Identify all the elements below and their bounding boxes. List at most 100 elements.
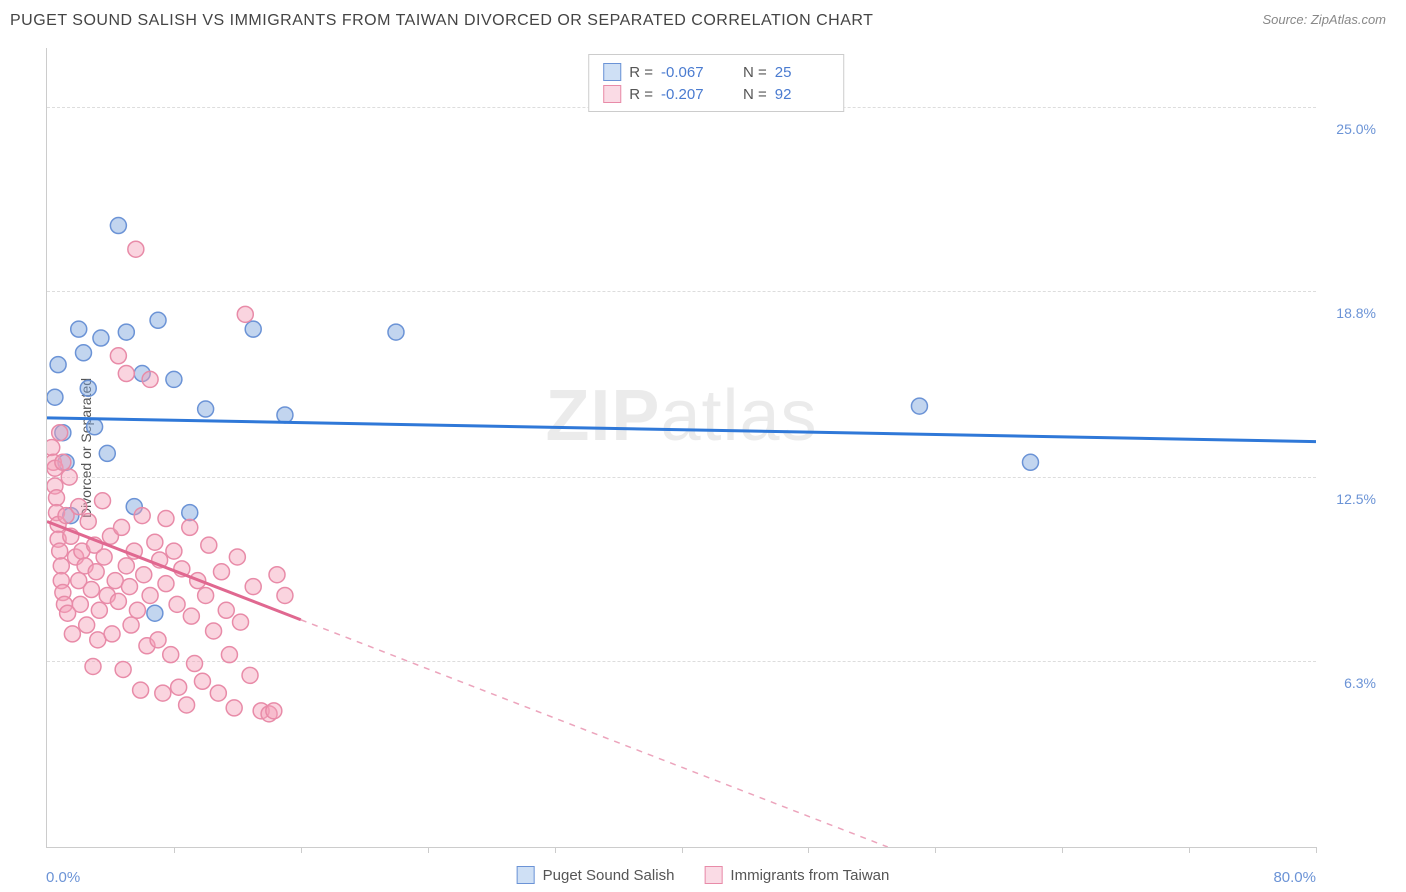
scatter-point xyxy=(80,380,96,396)
scatter-point xyxy=(52,543,68,559)
scatter-point xyxy=(142,371,158,387)
scatter-point xyxy=(183,608,199,624)
scatter-point xyxy=(134,508,150,524)
x-tick xyxy=(428,847,429,853)
scatter-point xyxy=(242,667,258,683)
scatter-point xyxy=(166,543,182,559)
x-tick xyxy=(1316,847,1317,853)
scatter-point xyxy=(198,401,214,417)
legend-swatch xyxy=(704,866,722,884)
r-label: R = xyxy=(629,86,653,103)
scatter-point xyxy=(115,661,131,677)
scatter-point xyxy=(245,579,261,595)
y-tick-label: 6.3% xyxy=(1344,675,1376,691)
scatter-point xyxy=(147,534,163,550)
scatter-point xyxy=(233,614,249,630)
scatter-point xyxy=(61,469,77,485)
scatter-point xyxy=(277,407,293,423)
scatter-point xyxy=(110,593,126,609)
scatter-point xyxy=(158,511,174,527)
series-legend-item: Puget Sound Salish xyxy=(517,866,675,884)
scatter-point xyxy=(85,658,101,674)
scatter-point xyxy=(71,321,87,337)
r-value: -0.207 xyxy=(661,86,715,103)
scatter-point xyxy=(118,558,134,574)
scatter-point xyxy=(182,505,198,521)
scatter-point xyxy=(83,582,99,598)
scatter-point xyxy=(47,440,60,456)
scatter-point xyxy=(155,685,171,701)
correlation-legend-row: R =-0.067N =25 xyxy=(603,61,829,83)
scatter-point xyxy=(87,419,103,435)
n-value: 92 xyxy=(775,86,829,103)
scatter-point xyxy=(147,605,163,621)
scatter-point xyxy=(206,623,222,639)
scatter-point xyxy=(64,626,80,642)
series-legend: Puget Sound Salish Immigrants from Taiwan xyxy=(517,866,890,884)
x-tick xyxy=(808,847,809,853)
x-axis-max-label: 80.0% xyxy=(1273,869,1316,886)
r-value: -0.067 xyxy=(661,64,715,81)
trend-line-dashed xyxy=(301,620,888,847)
scatter-point xyxy=(52,425,68,441)
scatter-point xyxy=(201,537,217,553)
scatter-point xyxy=(88,564,104,580)
scatter-point xyxy=(269,567,285,583)
scatter-point xyxy=(110,218,126,234)
scatter-point xyxy=(50,357,66,373)
scatter-point xyxy=(266,703,282,719)
x-tick xyxy=(1062,847,1063,853)
scatter-point xyxy=(150,312,166,328)
scatter-point xyxy=(171,679,187,695)
correlation-legend: R =-0.067N =25R =-0.207N =92 xyxy=(588,54,844,112)
scatter-point xyxy=(133,682,149,698)
scatter-point xyxy=(198,587,214,603)
scatter-point xyxy=(55,454,71,470)
legend-swatch xyxy=(603,63,621,81)
scatter-point xyxy=(388,324,404,340)
n-value: 25 xyxy=(775,64,829,81)
x-tick xyxy=(1189,847,1190,853)
scatter-point xyxy=(91,602,107,618)
scatter-point xyxy=(118,324,134,340)
scatter-point xyxy=(911,398,927,414)
chart-container: Divorced or Separated ZIPatlas 0.0% 80.0… xyxy=(46,48,1386,848)
scatter-point xyxy=(95,493,111,509)
scatter-point xyxy=(229,549,245,565)
scatter-point xyxy=(169,596,185,612)
scatter-point xyxy=(194,673,210,689)
scatter-point xyxy=(96,549,112,565)
scatter-point xyxy=(114,519,130,535)
scatter-point xyxy=(163,647,179,663)
scatter-plot-svg xyxy=(47,48,1316,847)
scatter-point xyxy=(221,647,237,663)
scatter-point xyxy=(104,626,120,642)
y-tick-label: 25.0% xyxy=(1336,121,1376,137)
scatter-point xyxy=(1022,454,1038,470)
scatter-point xyxy=(210,685,226,701)
scatter-point xyxy=(226,700,242,716)
scatter-point xyxy=(277,587,293,603)
scatter-point xyxy=(53,558,69,574)
scatter-point xyxy=(123,617,139,633)
r-label: R = xyxy=(629,64,653,81)
scatter-point xyxy=(121,579,137,595)
scatter-point xyxy=(158,576,174,592)
scatter-point xyxy=(129,602,145,618)
series-name: Immigrants from Taiwan xyxy=(730,867,889,884)
scatter-point xyxy=(213,564,229,580)
scatter-point xyxy=(110,348,126,364)
series-legend-item: Immigrants from Taiwan xyxy=(704,866,889,884)
scatter-point xyxy=(72,596,88,612)
trend-line xyxy=(47,418,1316,442)
scatter-point xyxy=(136,567,152,583)
scatter-point xyxy=(47,389,63,405)
x-tick xyxy=(555,847,556,853)
scatter-point xyxy=(142,587,158,603)
scatter-point xyxy=(118,366,134,382)
scatter-point xyxy=(71,499,87,515)
scatter-point xyxy=(49,490,65,506)
scatter-point xyxy=(245,321,261,337)
n-label: N = xyxy=(743,86,767,103)
scatter-point xyxy=(182,519,198,535)
